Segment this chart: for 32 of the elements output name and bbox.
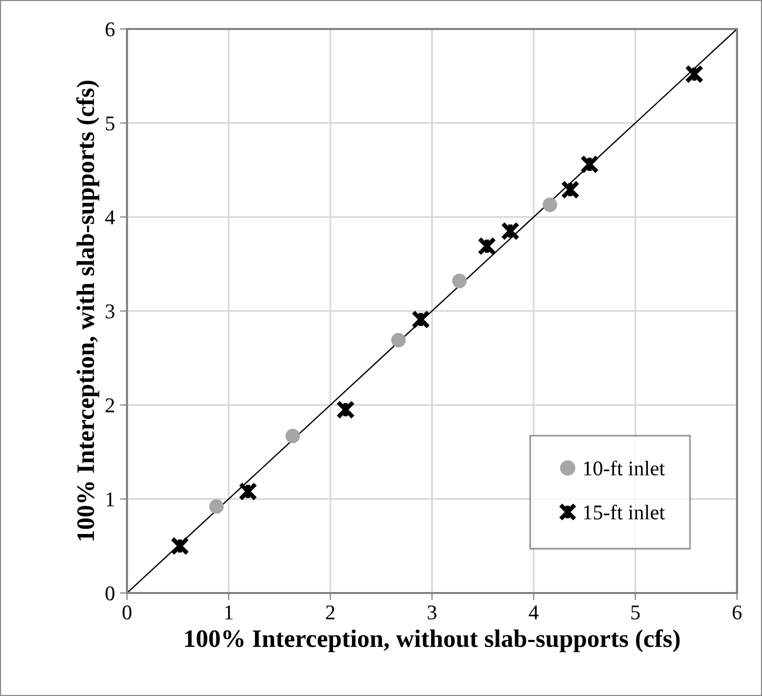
- x-tick-label: 1: [225, 606, 233, 620]
- legend-label: 15-ft inlet: [584, 504, 665, 520]
- x-tick-label: 6: [732, 605, 742, 620]
- x-tick-label: 3: [428, 605, 436, 620]
- legend-label: 10-ft inlet: [584, 460, 665, 476]
- point: [209, 499, 224, 514]
- y-tick-label: 3: [106, 304, 114, 318]
- point: [542, 197, 558, 212]
- point: [336, 400, 355, 420]
- x-tick-label: 0: [122, 605, 132, 620]
- y-tick-label: 4: [105, 210, 115, 224]
- point: [684, 64, 704, 84]
- y-tick-label: 2: [106, 398, 114, 412]
- point: [452, 274, 467, 288]
- x-tick-label: 2: [326, 605, 334, 620]
- x-tick-label: 5: [631, 606, 640, 620]
- y-axis-title: 100% Interception, with slab-supports (cfs): [76, 80, 100, 540]
- point: [411, 310, 430, 329]
- point: [238, 482, 258, 501]
- y-tick-label: 5: [106, 116, 114, 130]
- point: [478, 236, 496, 256]
- x-axis-title: 100% Interception, without slab-supports (cfs): [185, 629, 680, 652]
- point: [391, 332, 406, 348]
- point: [580, 154, 599, 174]
- point: [560, 180, 580, 200]
- point: [500, 222, 520, 240]
- point: [170, 536, 190, 556]
- point: [285, 428, 300, 444]
- y-tick-label: 0: [106, 586, 114, 600]
- y-tick-label: 1: [106, 492, 114, 506]
- y-tick-label: 6: [106, 22, 115, 36]
- x-tick-label: 4: [528, 606, 539, 620]
